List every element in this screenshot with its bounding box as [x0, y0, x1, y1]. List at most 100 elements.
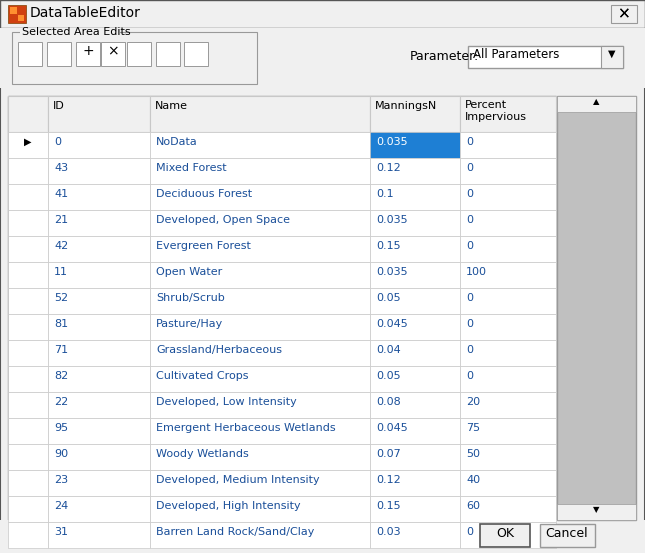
Bar — [150, 184, 370, 210]
Text: 43: 43 — [54, 163, 68, 173]
Bar — [48, 288, 150, 314]
Text: 0.04: 0.04 — [376, 345, 401, 355]
Bar — [20, 31, 120, 37]
Bar — [8, 236, 48, 262]
Bar — [150, 210, 370, 236]
Text: All Parameters: All Parameters — [473, 48, 559, 61]
Text: 0.035: 0.035 — [376, 215, 408, 225]
Text: 21: 21 — [54, 215, 68, 225]
Bar — [460, 184, 556, 210]
Text: 0.15: 0.15 — [376, 241, 401, 251]
Text: Developed, Medium Intensity: Developed, Medium Intensity — [156, 475, 320, 485]
Text: 0.05: 0.05 — [376, 371, 401, 381]
Bar — [8, 96, 556, 132]
Text: 0.12: 0.12 — [376, 163, 401, 173]
Bar — [460, 418, 556, 444]
Text: ×: × — [618, 6, 630, 21]
Text: 60: 60 — [466, 501, 480, 511]
Bar — [460, 470, 556, 496]
Text: 0.1: 0.1 — [376, 189, 393, 199]
Bar — [8, 96, 556, 520]
Bar — [8, 496, 48, 522]
Text: 24: 24 — [54, 501, 68, 511]
Bar — [557, 96, 636, 112]
Bar — [8, 288, 48, 314]
Bar — [370, 158, 460, 184]
Text: ×: × — [618, 6, 630, 21]
Text: 0.035: 0.035 — [376, 137, 408, 147]
Bar — [150, 418, 370, 444]
Bar — [370, 288, 460, 314]
Bar — [8, 96, 48, 132]
Bar — [48, 210, 150, 236]
Text: Parameter:: Parameter: — [410, 50, 479, 63]
Bar — [460, 496, 556, 522]
Bar — [48, 418, 150, 444]
Text: 22: 22 — [54, 397, 68, 407]
Bar — [370, 522, 460, 548]
Text: +: + — [82, 44, 94, 58]
Bar — [8, 392, 48, 418]
Text: Developed, High Intensity: Developed, High Intensity — [156, 501, 301, 511]
Text: DataTableEditor: DataTableEditor — [30, 6, 141, 20]
Text: Pasture/Hay: Pasture/Hay — [156, 319, 223, 329]
Bar — [370, 96, 460, 132]
Text: OK: OK — [496, 527, 514, 540]
Bar — [156, 42, 180, 66]
Text: Selected Area Edits: Selected Area Edits — [22, 27, 131, 37]
Bar — [150, 470, 370, 496]
Bar — [557, 504, 636, 520]
Bar — [611, 5, 637, 23]
Bar — [48, 522, 150, 548]
Text: Emergent Herbaceous Wetlands: Emergent Herbaceous Wetlands — [156, 423, 335, 433]
Bar — [370, 184, 460, 210]
Bar — [540, 524, 595, 547]
Text: ▼: ▼ — [593, 505, 599, 514]
Bar — [370, 470, 460, 496]
Text: ▶: ▶ — [25, 137, 32, 147]
Bar — [18, 7, 24, 14]
Bar — [370, 444, 460, 470]
Text: ▲: ▲ — [593, 97, 599, 106]
Text: Developed, Low Intensity: Developed, Low Intensity — [156, 397, 297, 407]
Text: 52: 52 — [54, 293, 68, 303]
Text: 0.12: 0.12 — [376, 475, 401, 485]
Text: 0.035: 0.035 — [376, 267, 408, 277]
Bar — [370, 392, 460, 418]
Bar — [460, 210, 556, 236]
Bar — [127, 42, 151, 66]
Bar — [150, 366, 370, 392]
Bar — [460, 96, 556, 132]
Bar — [460, 236, 556, 262]
Bar — [601, 46, 623, 68]
Text: Open Water: Open Water — [156, 267, 223, 277]
Bar — [48, 158, 150, 184]
Bar — [8, 314, 48, 340]
Text: 95: 95 — [54, 423, 68, 433]
Text: 0.045: 0.045 — [376, 423, 408, 433]
Text: ▼: ▼ — [608, 49, 616, 59]
Text: Impervious: Impervious — [465, 112, 527, 122]
Bar — [460, 340, 556, 366]
Text: Grassland/Herbaceous: Grassland/Herbaceous — [156, 345, 282, 355]
Bar — [150, 262, 370, 288]
Bar — [8, 5, 26, 23]
Text: Developed, Open Space: Developed, Open Space — [156, 215, 290, 225]
Text: 0.045: 0.045 — [376, 319, 408, 329]
Bar — [0, 520, 645, 553]
Text: 42: 42 — [54, 241, 68, 251]
Bar — [184, 42, 208, 66]
Bar — [460, 444, 556, 470]
Text: 71: 71 — [54, 345, 68, 355]
Bar — [48, 366, 150, 392]
Text: 0: 0 — [466, 371, 473, 381]
Bar — [0, 28, 645, 88]
Bar — [370, 366, 460, 392]
Bar — [150, 314, 370, 340]
Bar — [150, 132, 370, 158]
Bar — [0, 0, 645, 28]
Bar — [370, 236, 460, 262]
Text: 0: 0 — [466, 293, 473, 303]
Bar — [8, 444, 48, 470]
Bar — [460, 132, 556, 158]
